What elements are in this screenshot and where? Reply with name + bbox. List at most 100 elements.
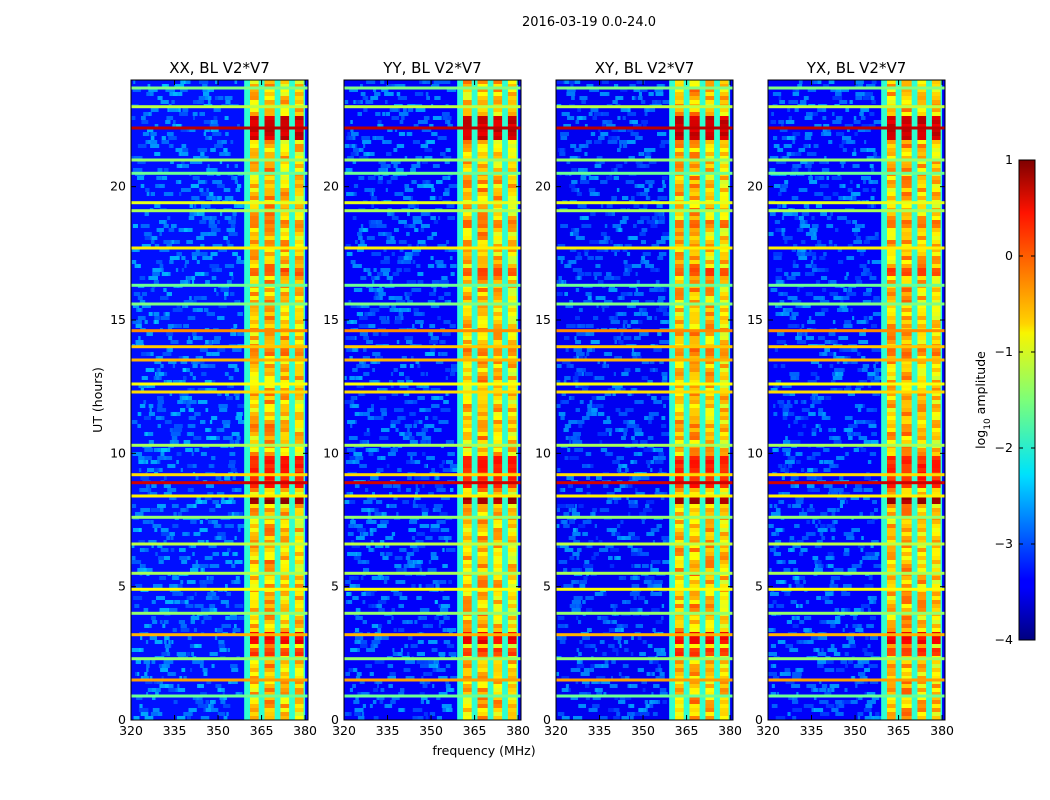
rfi-line (344, 494, 521, 498)
y-tick-label: 5 (331, 579, 339, 594)
colorbar-tick-label: 0 (1005, 248, 1013, 263)
rfi-line (344, 571, 521, 575)
rfi-line (556, 86, 733, 90)
rfi-lines (344, 86, 521, 698)
rfi-line (131, 105, 308, 109)
panel-frame (555, 79, 734, 721)
y-ticks: 0 5 10 15 20 (747, 179, 945, 727)
x-tick-label: 320 (119, 723, 143, 738)
y-tick-label: 10 (323, 445, 339, 460)
panel-frame (130, 79, 309, 721)
rfi-line (344, 209, 521, 213)
x-tick-label: 365 (250, 723, 274, 738)
rfi-line (556, 571, 733, 575)
rfi-line (344, 515, 521, 519)
y-tick-label: 0 (755, 712, 763, 727)
channel-column-4 (719, 80, 729, 720)
rfi-line (344, 443, 521, 447)
rfi-line (768, 611, 945, 615)
y-tick-label: 15 (323, 312, 339, 327)
x-tick-label: 380 (293, 723, 317, 738)
panel-title: YX, BL V2*V7 (806, 59, 907, 77)
rfi-line (768, 283, 945, 287)
signal-band (457, 80, 519, 720)
rfi-line (344, 657, 521, 661)
y-tick-label: 0 (331, 712, 339, 727)
rfi-line (131, 345, 308, 349)
rfi-line (556, 345, 733, 349)
x-ticks: 320 335 350 365 380 (544, 80, 742, 738)
rfi-line (768, 443, 945, 447)
rfi-line (344, 302, 521, 306)
rfi-line (556, 473, 733, 477)
rfi-line (344, 358, 521, 362)
rfi-line (768, 542, 945, 546)
rfi-line (344, 542, 521, 546)
rfi-line (768, 86, 945, 90)
rfi-lines (131, 86, 308, 698)
x-tick-label: 350 (206, 723, 230, 738)
y-tick-label: 20 (110, 179, 126, 194)
channel-column-2 (901, 80, 912, 720)
rfi-line (344, 390, 521, 394)
x-tick-label: 320 (332, 723, 356, 738)
channel-column-4 (294, 80, 304, 720)
colorbar-label-sub: 10 (983, 418, 993, 430)
rfi-line (344, 283, 521, 287)
panel-3: XY, BL V2*V7 320 335 350 365 380 0 5 10 15 20 (535, 59, 742, 738)
x-tick-label: 335 (376, 723, 400, 738)
rfi-line (131, 443, 308, 447)
rfi-line (131, 201, 308, 205)
colorbar-ticks: 1 0 −1 −2 −3 −4 (995, 152, 1035, 647)
figure-suptitle: 2016-03-19 0.0-24.0 (522, 15, 656, 30)
rfi-line (556, 209, 733, 213)
rfi-line (768, 494, 945, 498)
x-tick-label: 365 (887, 723, 911, 738)
rfi-line (344, 86, 521, 90)
panel-2: YY, BL V2*V7 320 335 350 365 380 0 5 10 15 20 (323, 59, 530, 738)
rfi-line (344, 105, 521, 109)
y-tick-label: 5 (543, 579, 551, 594)
x-tick-label: 380 (930, 723, 954, 738)
channel-column-4 (507, 80, 517, 720)
rfi-line (344, 329, 521, 333)
rfi-line (131, 209, 308, 213)
rfi-line (344, 633, 521, 637)
rfi-line (556, 443, 733, 447)
signal-band (881, 80, 943, 720)
colorbar: 10−1−2−3−4 log10 amplitude (973, 152, 1036, 647)
rfi-line (556, 633, 733, 637)
rfi-line (131, 678, 308, 682)
rfi-line (556, 358, 733, 362)
x-tick-label: 380 (506, 723, 530, 738)
rfi-line (768, 126, 945, 130)
rfi-line (131, 126, 308, 130)
rfi-line (131, 382, 308, 386)
panel-1: XX, BL V2*V7 320 335 350 365 380 0 5 10 15 20 (110, 59, 317, 738)
rfi-line (768, 571, 945, 575)
rfi-line (768, 329, 945, 333)
rfi-line (344, 481, 521, 485)
rfi-line (768, 657, 945, 661)
rfi-line (131, 283, 308, 287)
x-tick-label: 365 (463, 723, 487, 738)
rfi-line (131, 515, 308, 519)
panel-frame (767, 79, 946, 721)
rfi-line (131, 329, 308, 333)
rfi-line (131, 587, 308, 591)
rfi-line (556, 105, 733, 109)
rfi-line (131, 481, 308, 485)
rfi-line (344, 587, 521, 591)
y-tick-label: 10 (535, 445, 551, 460)
y-tick-label: 0 (543, 712, 551, 727)
signal-band (244, 80, 306, 720)
rfi-line (344, 382, 521, 386)
rfi-line (131, 473, 308, 477)
channel-column-3 (280, 80, 290, 720)
rfi-line (768, 633, 945, 637)
rfi-line (556, 171, 733, 175)
rfi-line (131, 542, 308, 546)
panel-4: YX, BL V2*V7 320 335 350 365 380 0 5 10 15 20 (747, 59, 954, 738)
rfi-line (768, 158, 945, 162)
